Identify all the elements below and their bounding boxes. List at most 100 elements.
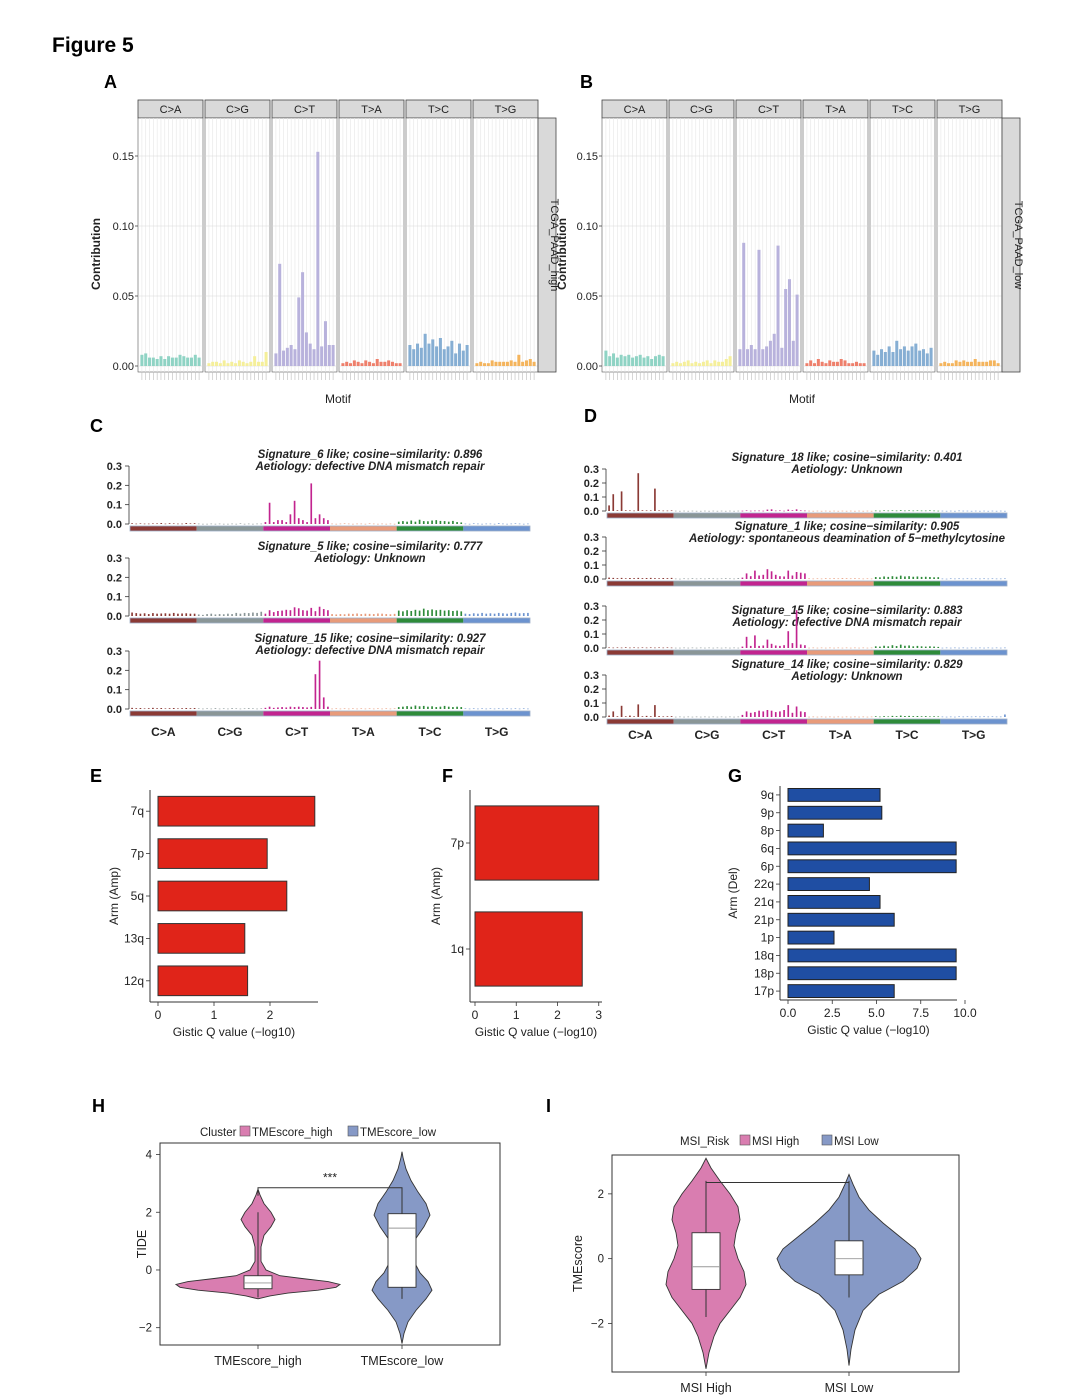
- signature-bar: [489, 708, 492, 710]
- bar: [264, 352, 268, 366]
- signature-bar: [837, 578, 840, 580]
- bar: [966, 361, 970, 366]
- x-axis-label: Motif: [325, 392, 352, 406]
- signature-bar: [908, 715, 910, 717]
- y-tick-label: 0.2: [584, 478, 599, 490]
- arm-bar: [787, 948, 957, 963]
- bar: [694, 361, 698, 366]
- signature-bar: [841, 578, 844, 579]
- signature-bar: [895, 646, 898, 648]
- signature-bar: [322, 697, 325, 709]
- mutation-category-label: C>T: [285, 725, 309, 739]
- signature-bar: [202, 614, 204, 616]
- signature-bar: [979, 510, 981, 512]
- mutation-color-band: [740, 650, 807, 655]
- color-band-outline: [606, 512, 1008, 519]
- signature-bar: [887, 716, 890, 718]
- signature-bar: [637, 704, 640, 717]
- signature-bar: [1004, 714, 1006, 717]
- signature-bar: [264, 613, 267, 616]
- signature-bar: [712, 647, 715, 649]
- signature-bar: [791, 510, 794, 511]
- signature-bar: [372, 614, 375, 616]
- signature-bar: [666, 578, 669, 579]
- x-tick-label: MSI Low: [825, 1381, 875, 1395]
- bar: [253, 356, 257, 366]
- bar: [408, 345, 412, 366]
- box: [387, 1213, 417, 1288]
- signature-bar: [637, 647, 640, 649]
- signature-bar: [945, 510, 948, 512]
- bar: [211, 361, 215, 366]
- panel-d-signatures-low: Signature_18 like; cosine−similarity: 0.…: [584, 452, 1008, 742]
- signature-bar: [891, 510, 894, 512]
- signature-bar: [904, 645, 906, 648]
- signature-bar: [899, 510, 902, 511]
- signature-bar: [666, 716, 669, 717]
- signature-bar: [958, 578, 960, 580]
- x-axis-label: Gistic Q value (−log10): [475, 1025, 597, 1039]
- signature-bar: [135, 708, 138, 709]
- signature-bar: [489, 613, 492, 616]
- signature-bar: [629, 510, 631, 512]
- signature-bar: [804, 573, 806, 579]
- bar: [237, 360, 241, 366]
- signature-bar: [616, 647, 619, 649]
- bar: [431, 339, 435, 366]
- signature-bar: [608, 577, 610, 579]
- signature-bar: [787, 631, 790, 648]
- mutation-color-band: [807, 719, 874, 724]
- signature-bar: [477, 523, 479, 525]
- signature-bar: [970, 510, 973, 512]
- signature-bar: [829, 510, 831, 512]
- y-tick-label: 0.2: [584, 546, 599, 558]
- signature-bar: [264, 707, 267, 709]
- signature-bar: [745, 636, 748, 648]
- signature-bar: [177, 523, 179, 525]
- signature-bar: [172, 708, 175, 709]
- signature-bar: [402, 611, 404, 616]
- signature-bar: [729, 510, 731, 512]
- signature-bar: [933, 510, 935, 512]
- signature-bar: [729, 647, 731, 649]
- signature-bar: [979, 578, 981, 580]
- signature-bar: [733, 716, 735, 718]
- signature-bar: [829, 647, 831, 649]
- signature-bar: [302, 520, 304, 524]
- signature-bar: [641, 578, 644, 579]
- signature-bar: [222, 614, 225, 616]
- mutation-color-band: [807, 513, 874, 518]
- signature-bar: [527, 708, 529, 710]
- signature-bar: [995, 578, 998, 580]
- signature-bar: [733, 578, 735, 580]
- panel-letter-g: G: [728, 766, 742, 786]
- signature-bar: [193, 613, 196, 616]
- bar: [977, 361, 981, 366]
- signature-bar: [222, 708, 225, 710]
- box: [834, 1240, 864, 1276]
- signature-bar: [331, 523, 333, 525]
- signature-bar: [870, 716, 873, 718]
- y-tick-label: 0.0: [107, 519, 122, 531]
- legend-entry: MSI Low: [834, 1136, 879, 1148]
- signature-bar: [310, 706, 313, 709]
- signature-bar: [260, 611, 263, 616]
- signature-bar: [222, 523, 225, 525]
- signature-bar: [866, 510, 869, 512]
- bar: [304, 332, 308, 366]
- signature-bar: [724, 716, 727, 718]
- signature-bar: [749, 510, 752, 512]
- signature-bar: [481, 708, 483, 710]
- bar: [140, 354, 144, 366]
- x-tick-label: 7.5: [912, 1006, 929, 1020]
- signature-bar: [670, 647, 673, 649]
- signature-bar: [666, 510, 669, 512]
- signature-bar: [435, 707, 438, 709]
- bar: [914, 343, 918, 366]
- signature-bar: [352, 708, 354, 710]
- row-strip: [1001, 117, 1021, 373]
- panel-b-mutation-profile-low: C>A C>G C>T T>A T>C T>G TCGA_PAAD_low 0.00 0.05 0…: [555, 99, 1024, 406]
- signature-title: Signature_6 like; cosine−similarity: 0.8…: [258, 449, 483, 461]
- bar: [475, 363, 479, 366]
- signature-bar: [214, 523, 217, 525]
